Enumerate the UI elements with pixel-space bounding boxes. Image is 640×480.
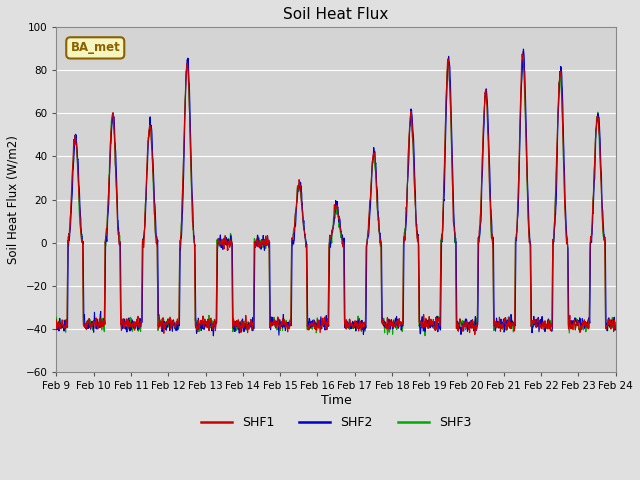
SHF1 bbox=[364, 226, 372, 231]
SHF1 bbox=[563, 239, 571, 244]
SHF2 bbox=[612, 323, 620, 329]
X-axis label: Time: Time bbox=[321, 394, 351, 407]
SHF3 bbox=[364, 228, 372, 233]
SHF2 bbox=[209, 333, 217, 339]
SHF3 bbox=[209, 320, 216, 325]
Text: BA_met: BA_met bbox=[70, 41, 120, 54]
SHF1 bbox=[471, 332, 479, 337]
SHF1 bbox=[518, 51, 526, 57]
Legend: SHF1, SHF2, SHF3: SHF1, SHF2, SHF3 bbox=[196, 411, 476, 434]
SHF3 bbox=[579, 324, 586, 330]
SHF1 bbox=[579, 323, 586, 328]
Line: SHF3: SHF3 bbox=[56, 60, 616, 336]
SHF3 bbox=[352, 324, 360, 329]
SHF2 bbox=[563, 233, 571, 239]
SHF2 bbox=[52, 324, 60, 329]
Y-axis label: Soil Heat Flux (W/m2): Soil Heat Flux (W/m2) bbox=[7, 135, 20, 264]
Title: Soil Heat Flux: Soil Heat Flux bbox=[284, 7, 388, 22]
SHF3 bbox=[563, 240, 571, 246]
SHF1 bbox=[209, 324, 216, 329]
SHF1 bbox=[612, 323, 620, 328]
SHF2 bbox=[520, 46, 527, 52]
SHF3 bbox=[499, 323, 507, 328]
SHF2 bbox=[209, 324, 216, 330]
Line: SHF2: SHF2 bbox=[56, 49, 616, 336]
SHF2 bbox=[499, 322, 507, 328]
SHF3 bbox=[520, 58, 527, 63]
SHF2 bbox=[353, 322, 360, 327]
SHF1 bbox=[499, 324, 507, 330]
SHF2 bbox=[365, 233, 372, 239]
SHF3 bbox=[52, 314, 60, 320]
SHF3 bbox=[421, 333, 429, 338]
SHF2 bbox=[579, 316, 586, 322]
SHF1 bbox=[52, 317, 60, 323]
SHF3 bbox=[612, 323, 620, 328]
Line: SHF1: SHF1 bbox=[56, 54, 616, 335]
SHF1 bbox=[352, 320, 360, 326]
